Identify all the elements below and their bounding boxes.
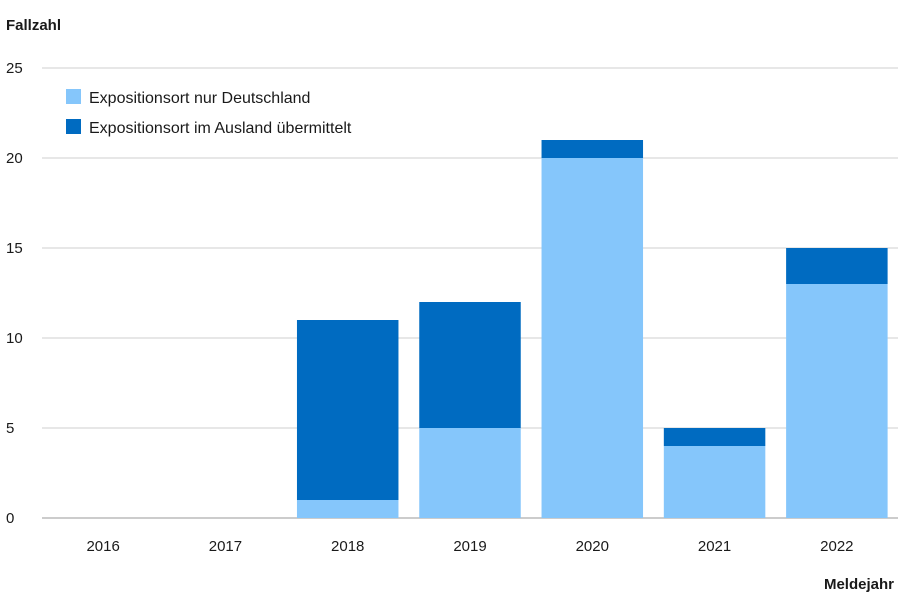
y-tick-label: 0 (6, 510, 14, 527)
y-tick-label: 15 (6, 240, 23, 257)
x-tick-label: 2016 (86, 538, 119, 555)
x-tick-label: 2022 (820, 538, 853, 555)
y-tick-label: 10 (6, 330, 23, 347)
x-tick-labels: 2016 2017 2018 2019 2020 2021 2022 (86, 538, 853, 555)
bar-2019-ausland (419, 302, 521, 428)
y-tick-label: 20 (6, 150, 23, 167)
bar-2021-deutschland (663, 446, 766, 518)
legend-swatch-ausland (66, 119, 81, 134)
x-tick-label: 2017 (209, 538, 242, 555)
x-axis-title: Meldejahr (824, 576, 894, 592)
bar-2018-ausland (296, 320, 399, 500)
x-tick-label: 2018 (331, 538, 364, 555)
bar-2020-deutschland (541, 158, 644, 518)
bar-2021-ausland (663, 428, 766, 446)
legend-swatch-deutschland (66, 89, 81, 104)
y-tick-label: 25 (6, 60, 23, 77)
x-tick-label: 2021 (698, 538, 731, 555)
bar-2018-deutschland (296, 500, 399, 518)
bars (296, 140, 888, 518)
bar-2022-deutschland (786, 284, 888, 518)
y-tick-labels: 0 5 10 15 20 25 (6, 60, 23, 527)
legend: Expositionsort nur Deutschland Expositio… (66, 89, 352, 137)
x-tick-label: 2020 (576, 538, 609, 555)
x-tick-label: 2019 (453, 538, 486, 555)
legend-label-ausland: Expositionsort im Ausland übermittelt (89, 120, 352, 137)
y-tick-label: 5 (6, 420, 14, 437)
legend-label-deutschland: Expositionsort nur Deutschland (89, 90, 310, 107)
bar-2022-ausland (786, 248, 888, 284)
bar-2020-ausland (541, 140, 644, 158)
bar-2019-deutschland (419, 428, 521, 518)
y-axis-title: Fallzahl (6, 17, 61, 34)
